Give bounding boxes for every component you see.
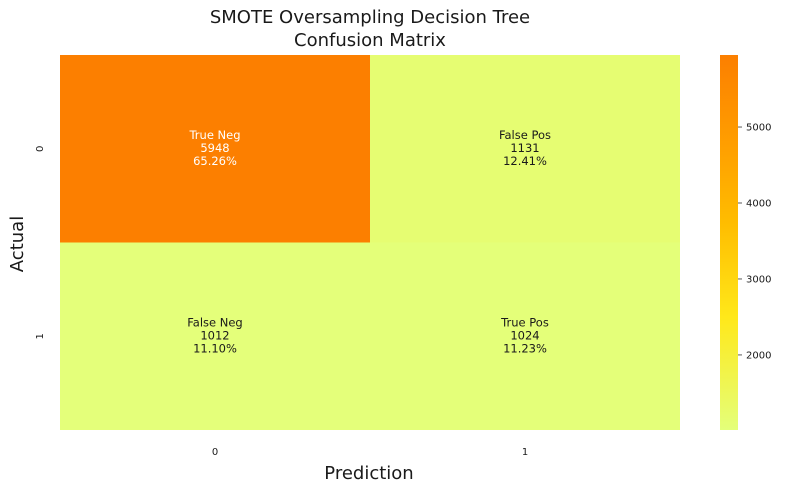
- chart-title-line-2: Confusion Matrix: [294, 30, 446, 51]
- cell-name-label: True Neg: [188, 128, 240, 142]
- cell-percent-label: 65.26%: [193, 154, 237, 168]
- colorbar-tick-label: 4000: [746, 198, 771, 209]
- heatmap-cell: [370, 55, 680, 243]
- cell-name-label: True Pos: [500, 315, 549, 329]
- colorbar-ticks: 2000 3000 4000 5000: [738, 123, 771, 361]
- heatmap-cell: [60, 55, 370, 243]
- cell-percent-label: 11.10%: [193, 341, 237, 355]
- chart-title-line-1: SMOTE Oversampling Decision Tree: [209, 7, 531, 28]
- y-axis-ticks: 01: [35, 146, 46, 340]
- x-axis-label: Prediction: [324, 463, 413, 484]
- x-tick-label: 0: [212, 447, 218, 458]
- cell-percent-label: 12.41%: [503, 154, 547, 168]
- heatmap-cells: [60, 55, 680, 430]
- y-tick-label: 1: [35, 333, 46, 339]
- colorbar-tick-label: 5000: [746, 123, 771, 134]
- cell-count-label: 1131: [510, 141, 539, 155]
- colorbar: [720, 55, 738, 430]
- cell-name-label: False Pos: [499, 128, 551, 142]
- cell-count-label: 5948: [200, 141, 229, 155]
- y-tick-label: 0: [35, 146, 46, 152]
- cell-percent-label: 11.23%: [503, 341, 547, 355]
- cell-count-label: 1012: [200, 328, 229, 342]
- cell-name-label: False Neg: [187, 315, 243, 329]
- heatmap-cell: [60, 242, 370, 430]
- cell-count-label: 1024: [510, 328, 539, 342]
- y-axis-label: Actual: [7, 216, 28, 272]
- x-tick-label: 1: [522, 447, 528, 458]
- heatmap-cell: [370, 242, 680, 430]
- colorbar-tick-label: 3000: [746, 274, 771, 285]
- colorbar-tick-label: 2000: [746, 350, 771, 361]
